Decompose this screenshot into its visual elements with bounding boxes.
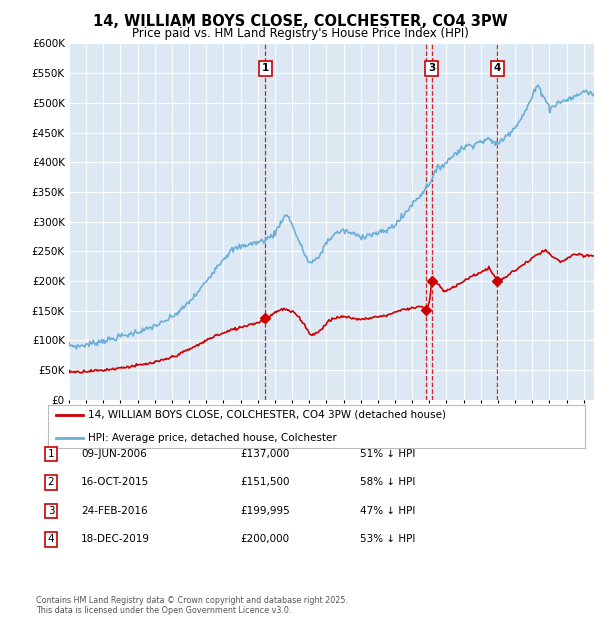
Text: £137,000: £137,000 — [240, 449, 289, 459]
Text: 51% ↓ HPI: 51% ↓ HPI — [360, 449, 415, 459]
Text: £151,500: £151,500 — [240, 477, 290, 487]
Text: £199,995: £199,995 — [240, 506, 290, 516]
Text: 09-JUN-2006: 09-JUN-2006 — [81, 449, 147, 459]
Text: Contains HM Land Registry data © Crown copyright and database right 2025.
This d: Contains HM Land Registry data © Crown c… — [36, 596, 348, 615]
Text: HPI: Average price, detached house, Colchester: HPI: Average price, detached house, Colc… — [88, 433, 337, 443]
Text: 4: 4 — [47, 534, 55, 544]
Text: 58% ↓ HPI: 58% ↓ HPI — [360, 477, 415, 487]
Text: 3: 3 — [428, 63, 436, 73]
Text: £200,000: £200,000 — [240, 534, 289, 544]
Text: 18-DEC-2019: 18-DEC-2019 — [81, 534, 150, 544]
Text: 14, WILLIAM BOYS CLOSE, COLCHESTER, CO4 3PW: 14, WILLIAM BOYS CLOSE, COLCHESTER, CO4 … — [92, 14, 508, 29]
Text: 53% ↓ HPI: 53% ↓ HPI — [360, 534, 415, 544]
Text: 4: 4 — [494, 63, 501, 73]
Text: 47% ↓ HPI: 47% ↓ HPI — [360, 506, 415, 516]
Text: 14, WILLIAM BOYS CLOSE, COLCHESTER, CO4 3PW (detached house): 14, WILLIAM BOYS CLOSE, COLCHESTER, CO4 … — [88, 410, 446, 420]
Text: 1: 1 — [262, 63, 269, 73]
Text: 16-OCT-2015: 16-OCT-2015 — [81, 477, 149, 487]
Text: 3: 3 — [47, 506, 55, 516]
Text: 2: 2 — [47, 477, 55, 487]
Text: Price paid vs. HM Land Registry's House Price Index (HPI): Price paid vs. HM Land Registry's House … — [131, 27, 469, 40]
Text: 1: 1 — [47, 449, 55, 459]
Text: 24-FEB-2016: 24-FEB-2016 — [81, 506, 148, 516]
